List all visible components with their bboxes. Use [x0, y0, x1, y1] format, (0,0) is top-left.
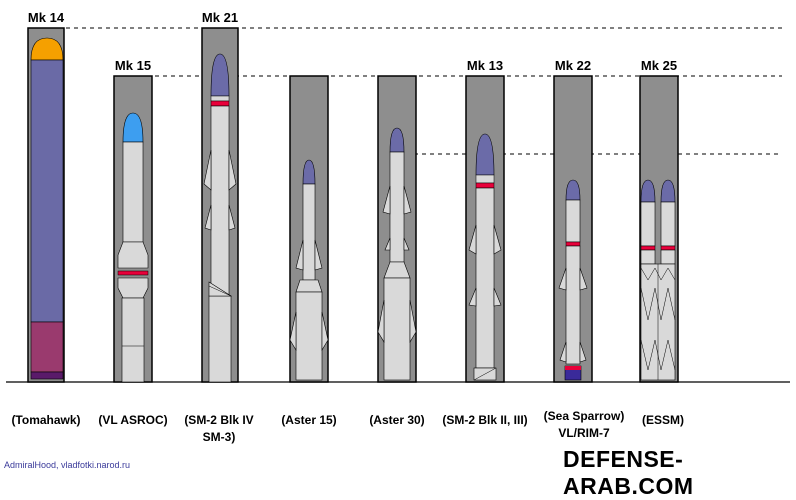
missile-label-essm: (ESSM) [642, 413, 684, 427]
missile-label-sm2-blk-iv: (SM-2 Blk IV [184, 413, 253, 427]
tomahawk-booster [30, 321, 64, 373]
cell-label-mk13: Mk 13 [467, 58, 503, 73]
missile-label-rim7: VL/RIM-7 [558, 426, 610, 440]
cell-label-mk15: Mk 15 [115, 58, 151, 73]
cell-mk14 [27, 27, 65, 383]
missile-label-sea-sparrow: (Sea Sparrow) [544, 409, 625, 423]
cell-label-mk21: Mk 21 [202, 10, 238, 25]
launcher-cells-diagram: Mk 14 Mk 15 Mk 21 Mk 13 Mk 22 Mk 25 (Tom… [6, 10, 790, 444]
cell-mk25 [639, 75, 679, 383]
missile-label-aster30: (Aster 30) [369, 413, 424, 427]
missile-label-sm3: SM-3) [203, 430, 236, 444]
missile-label-sm2-blk-ii-iii: (SM-2 Blk II, III) [442, 413, 527, 427]
cell-aster30 [377, 75, 417, 383]
cell-mk15 [113, 75, 153, 383]
cell-mk22 [553, 75, 593, 383]
cell-label-mk25: Mk 25 [641, 58, 677, 73]
tomahawk-nose [30, 37, 64, 61]
cell-label-mk22: Mk 22 [555, 58, 591, 73]
cell-mk13 [465, 75, 505, 383]
missile-label-aster15: (Aster 15) [281, 413, 336, 427]
missile-label-vl-asroc: (VL ASROC) [98, 413, 167, 427]
cell-label-mk14: Mk 14 [28, 10, 65, 25]
cell-aster15 [289, 75, 329, 383]
image-credit: AdmiralHood, vladfotki.narod.ru [4, 460, 131, 470]
tomahawk-body [30, 59, 64, 323]
site-watermark: DEFENSE-ARAB.COM [563, 446, 694, 499]
cell-mk21 [201, 27, 239, 383]
missile-label-tomahawk: (Tomahawk) [11, 413, 80, 427]
